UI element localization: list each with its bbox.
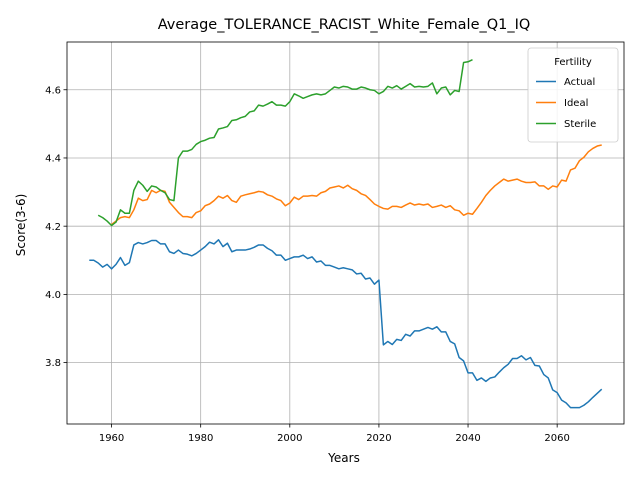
legend-label-actual: Actual	[564, 77, 595, 88]
x-tick-label: 1960	[99, 433, 124, 444]
y-tick-label: 4.6	[45, 85, 61, 96]
legend: Fertility Actual Ideal Sterile	[527, 47, 619, 143]
chart-title: Average_TOLERANCE_RACIST_White_Female_Q1…	[158, 17, 531, 33]
legend-label-sterile: Sterile	[564, 119, 596, 130]
x-tick-label: 1980	[188, 433, 213, 444]
series-lines	[89, 59, 603, 409]
legend-label-ideal: Ideal	[564, 98, 588, 109]
legend-box	[527, 47, 619, 143]
y-axis-label: Score(3-6)	[14, 194, 28, 257]
x-axis-label: Years	[327, 451, 360, 465]
series-line-sterile	[97, 59, 473, 227]
y-tick-label: 3.8	[45, 358, 61, 369]
plot-frame	[66, 41, 625, 425]
y-axis: 3.8 4.0 4.2 4.4 4.6	[45, 85, 67, 369]
x-tick-label: 2000	[277, 433, 302, 444]
series-line-actual	[89, 239, 603, 409]
y-tick-label: 4.0	[45, 290, 61, 301]
y-tick-label: 4.4	[45, 154, 61, 165]
y-tick-label: 4.2	[45, 222, 61, 233]
x-axis: 1960 1980 2000 2020 2040 2060	[99, 424, 570, 444]
x-tick-label: 2060	[544, 433, 569, 444]
series-line-ideal	[111, 144, 602, 226]
legend-title: Fertility	[554, 57, 592, 68]
x-tick-label: 2020	[366, 433, 391, 444]
x-tick-label: 2040	[455, 433, 480, 444]
